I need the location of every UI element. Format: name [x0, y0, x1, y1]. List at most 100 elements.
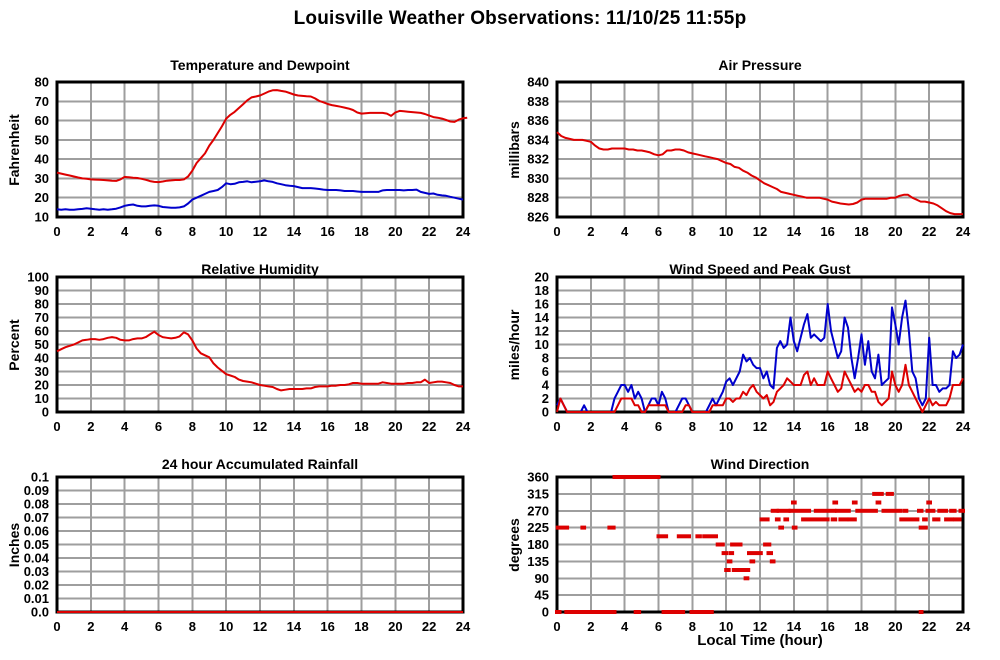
- wind-direction-dot: [702, 534, 718, 539]
- tick-labels: 0 2 4 6 8 10 12 14 16 18 20 22 248408388368348328308…: [527, 77, 971, 239]
- wind-direction-dot: [937, 508, 949, 513]
- chart-wind-direction: Wind Direction degrees 0 2 4 6 8 10 12 14 16 18 20…: [500, 445, 1000, 660]
- chart-title: Wind Direction: [710, 456, 810, 472]
- svg-text:50: 50: [35, 132, 49, 147]
- wind-direction-dot: [715, 542, 725, 547]
- svg-text:830: 830: [527, 171, 549, 186]
- wind-direction-dot: [749, 559, 756, 564]
- svg-text:0.09: 0.09: [24, 483, 49, 498]
- wind-direction-dot: [791, 500, 797, 505]
- wind-direction-dot: [922, 517, 928, 522]
- svg-text:14: 14: [287, 419, 302, 434]
- svg-text:60: 60: [35, 113, 49, 128]
- svg-text:360: 360: [527, 472, 549, 485]
- wind-direction-dot: [580, 525, 587, 530]
- svg-text:22: 22: [922, 619, 936, 634]
- wind-direction-dot: [872, 491, 884, 496]
- wind-direction-dot: [949, 508, 957, 513]
- svg-text:0: 0: [53, 224, 60, 239]
- svg-text:90: 90: [535, 571, 549, 586]
- wind-direction-dot: [698, 610, 711, 614]
- svg-text:2: 2: [87, 619, 94, 634]
- svg-text:0.05: 0.05: [24, 537, 49, 552]
- wind-direction-dot: [917, 508, 924, 513]
- pressure-line: [556, 131, 963, 216]
- svg-text:2: 2: [87, 419, 94, 434]
- svg-text:22: 22: [922, 419, 936, 434]
- wind-direction-dot: [656, 534, 669, 539]
- wind-direction-dot: [944, 517, 954, 522]
- svg-text:0.08: 0.08: [24, 497, 49, 512]
- wind-direction-dot: [769, 559, 776, 564]
- wind-direction-dot: [661, 610, 676, 614]
- svg-text:8: 8: [189, 619, 196, 634]
- svg-text:8: 8: [689, 619, 696, 634]
- wind-direction-plot: 0 2 4 6 8 10 12 14 16 18 20 22 243603152702251801359…: [527, 472, 971, 634]
- svg-text:20: 20: [888, 419, 902, 434]
- svg-text:22: 22: [422, 619, 436, 634]
- chart-air-pressure: Air Pressure millibars 0 2 4 6 8 10 12 14 16 18 20…: [500, 50, 1000, 265]
- svg-text:20: 20: [388, 224, 402, 239]
- humidity-line: [56, 330, 463, 392]
- wind-direction-dot: [734, 542, 743, 547]
- svg-text:0: 0: [53, 419, 60, 434]
- svg-text:18: 18: [354, 619, 368, 634]
- svg-text:0: 0: [542, 405, 549, 420]
- svg-text:16: 16: [320, 619, 334, 634]
- svg-text:2: 2: [542, 391, 549, 406]
- svg-text:0.07: 0.07: [24, 510, 49, 525]
- chart-relative-humidity: Relative Humidity Percent 0 2 4 6 8 10 12 14 16 1…: [0, 245, 500, 460]
- svg-text:0: 0: [542, 605, 549, 620]
- svg-text:12: 12: [253, 224, 267, 239]
- svg-text:16: 16: [320, 224, 334, 239]
- wind-direction-dot: [747, 551, 763, 556]
- wind-direction-dot: [676, 534, 691, 539]
- svg-text:4: 4: [121, 619, 129, 634]
- svg-text:20: 20: [388, 619, 402, 634]
- svg-text:14: 14: [787, 419, 802, 434]
- svg-text:20: 20: [388, 419, 402, 434]
- chart-title: Wind Speed and Peak Gust: [669, 261, 851, 277]
- gridlines: [557, 277, 963, 412]
- svg-text:2: 2: [587, 619, 594, 634]
- svg-text:30: 30: [35, 364, 49, 379]
- wind-direction-dot: [958, 508, 965, 513]
- gridlines: [57, 477, 463, 612]
- wind-direction-dot: [607, 525, 616, 530]
- wind-direction-dot: [633, 610, 642, 614]
- wind-direction-dot: [770, 508, 779, 513]
- plot-border: [555, 80, 965, 219]
- svg-text:315: 315: [527, 486, 549, 501]
- svg-text:18: 18: [854, 224, 868, 239]
- wind-direction-dot: [695, 534, 702, 539]
- x-axis-label: Local Time (hour): [697, 632, 823, 649]
- chart-title: Temperature and Dewpoint: [170, 57, 350, 73]
- svg-text:10: 10: [719, 419, 733, 434]
- tick-labels: 0 2 4 6 8 10 12 14 16 18 20 22 243603152702251801359…: [527, 472, 971, 634]
- svg-text:6: 6: [155, 619, 162, 634]
- wind-direction-dot: [918, 610, 924, 614]
- svg-text:270: 270: [527, 503, 549, 518]
- svg-text:24: 24: [456, 224, 471, 239]
- chart-title: Relative Humidity: [201, 261, 319, 277]
- svg-text:20: 20: [35, 190, 49, 205]
- wind-direction-dot: [832, 500, 839, 505]
- wind-direction-dot: [830, 517, 838, 522]
- svg-text:18: 18: [535, 283, 549, 298]
- wind-direction-dot: [788, 508, 812, 513]
- svg-text:6: 6: [655, 419, 662, 434]
- wind-direction-dot: [801, 517, 830, 522]
- svg-text:60: 60: [35, 324, 49, 339]
- svg-text:0.03: 0.03: [24, 564, 49, 579]
- svg-text:0.04: 0.04: [24, 551, 50, 566]
- svg-text:4: 4: [621, 419, 629, 434]
- wind-direction-dot: [763, 542, 772, 547]
- svg-text:0: 0: [553, 224, 560, 239]
- wind-direction-dot: [724, 568, 731, 572]
- wind-direction-dot: [708, 610, 714, 614]
- wind-direction-dot: [731, 568, 751, 572]
- wind-direction-dot: [835, 508, 851, 513]
